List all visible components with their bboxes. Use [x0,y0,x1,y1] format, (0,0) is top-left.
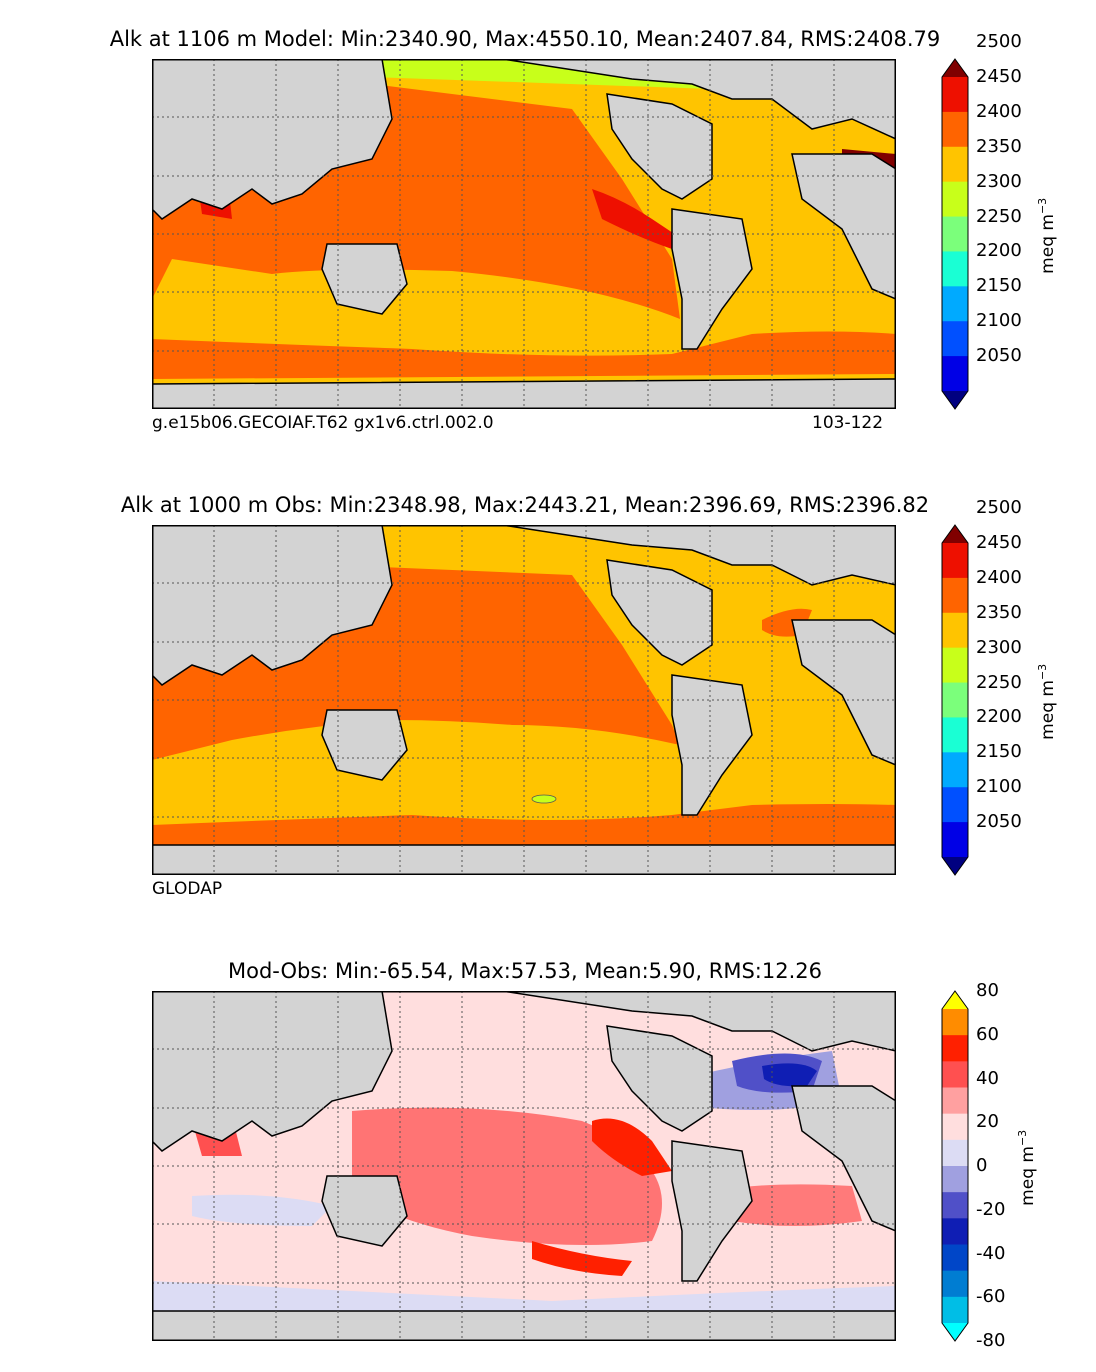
colorbar-swatch [942,216,968,252]
colorbar-swatch [942,1087,968,1115]
colorbar-tick-label: 2100 [976,776,1022,798]
colorbar-swatch [942,1166,968,1193]
diff-darkblue-natlantic [762,1063,817,1087]
panel-obs-title: Alk at 1000 m Obs: Min:2348.98, Max:2443… [120,493,930,517]
colorbar-swatch [942,356,968,392]
colorbar-outline [941,990,969,1342]
model-map [152,59,896,409]
colorbar-swatch [942,543,968,579]
colorbar-tick-label: 60 [976,1023,999,1045]
panel-diff-title: Mod-Obs: Min:-65.54, Max:57.53, Mean:5.9… [228,959,822,983]
colorbar-tick-label: -80 [976,1330,1006,1351]
model-years-label: 103-122 [812,413,884,433]
colorbar-tick-label: 2450 [976,66,1022,87]
colorbar-swatch [942,1113,968,1141]
colorbar-swatch [942,251,968,287]
panel-diff: Mod-Obs: Min:-65.54, Max:57.53, Mean:5.9… [0,932,1096,1372]
colorbar-swatch [942,1323,968,1341]
colorbar-tick-label: 2250 [976,205,1022,227]
obs-map [152,525,896,875]
colorbar-swatch [942,525,968,543]
colorbar-swatch [942,822,968,858]
colorbar-tick-label: 2150 [976,741,1022,763]
colorbar-swatch [942,612,968,649]
colorbar-swatch [942,682,968,718]
model-run-label: g.e15b06.GECOIAF.T62 gx1v6.ctrl.002.0 [152,413,494,433]
colorbar-swatch [942,787,968,823]
panel-model-title: Alk at 1106 m Model: Min:2340.90, Max:45… [109,27,941,51]
diff-map [152,991,896,1341]
colorbar-swatch [942,647,968,684]
colorbar-tick-label: 2250 [976,671,1022,693]
colorbar-tick-label: 2300 [976,170,1022,192]
colorbar-swatch [942,991,968,1009]
colorbar-tick-label: 20 [976,1111,999,1133]
colorbar-tick-label: 2050 [976,345,1022,367]
diff-colorbar [941,990,969,1342]
colorbar-tick-label: 2200 [976,706,1022,728]
colorbar-swatch [942,59,968,77]
diff-red-pacific [352,1107,662,1245]
colorbar-swatch [942,752,968,788]
diff-blue-indian [192,1194,332,1226]
model-colorbar [941,58,969,410]
model-red-eastpacific [592,189,682,249]
diff-colorbar-label: meq m−3 [1016,1129,1038,1206]
colorbar-swatch [942,577,968,614]
panel-obs: Alk at 1000 m Obs: Min:2348.98, Max:2443… [0,466,1096,932]
colorbar-swatch [942,1296,968,1324]
colorbar-swatch [942,1192,968,1219]
colorbar-swatch [942,111,968,148]
colorbar-tick-label: 2350 [976,135,1022,157]
model-colorbar-label: meq m−3 [1036,197,1058,274]
colorbar-swatch [942,1218,968,1245]
obs-colorbar [941,524,969,876]
colorbar-swatch [942,1270,968,1298]
colorbar-swatch [942,1035,968,1062]
colorbar-swatch [942,77,968,113]
diff-red-eastpacific [592,1118,672,1176]
obs-colorbar-label: meq m−3 [1036,663,1058,740]
panel-model: Alk at 1106 m Model: Min:2340.90, Max:45… [0,0,1096,466]
colorbar-tick-label: 80 [976,980,999,1001]
colorbar-tick-label: -40 [976,1242,1006,1264]
colorbar-tick-label: -60 [976,1286,1006,1308]
colorbar-tick-label: 2350 [976,601,1022,623]
colorbar-tick-label: 2400 [976,100,1022,122]
colorbar-swatch [942,391,968,409]
colorbar-tick-label: 2300 [976,636,1022,658]
colorbar-tick-label: -20 [976,1198,1006,1220]
colorbar-swatch [942,717,968,753]
colorbar-swatch [942,1009,968,1036]
obs-source-label: GLODAP [152,879,223,899]
colorbar-tick-label: 2400 [976,566,1022,588]
colorbar-outline [941,58,969,410]
colorbar-tick-label: 2150 [976,275,1022,297]
colorbar-swatch [942,1244,968,1272]
colorbar-tick-label: 2200 [976,240,1022,262]
colorbar-tick-label: 0 [976,1155,988,1176]
colorbar-tick-label: 2100 [976,310,1022,332]
colorbar-outline [941,524,969,876]
colorbar-tick-label: 40 [976,1067,999,1089]
obs-land [152,525,896,875]
obs-green-patch [531,794,557,804]
colorbar-swatch [942,321,968,357]
colorbar-tick-label: 2500 [976,497,1022,519]
diff-red-spacific [532,1241,632,1276]
colorbar-swatch [942,1139,968,1167]
colorbar-swatch [942,286,968,322]
colorbar-swatch [942,1061,968,1088]
colorbar-swatch [942,146,968,183]
colorbar-tick-label: 2500 [976,31,1022,53]
colorbar-tick-label: 2050 [976,811,1022,833]
colorbar-tick-label: 2450 [976,532,1022,553]
colorbar-swatch [942,181,968,218]
colorbar-swatch [942,857,968,875]
